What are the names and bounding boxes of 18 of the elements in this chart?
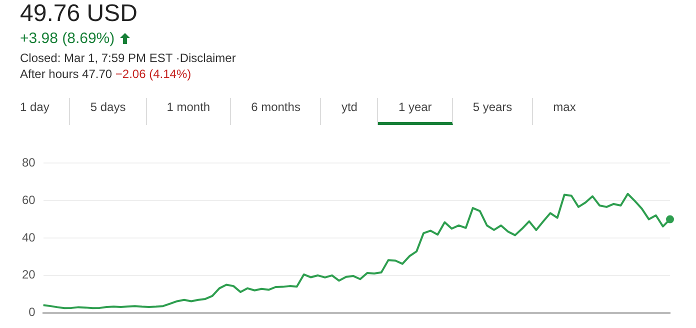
y-tick-label: 40 xyxy=(22,230,36,244)
text: −2.06 (4.14%) xyxy=(115,67,192,81)
text: 1 month xyxy=(146,98,232,125)
text: 5 years xyxy=(452,98,534,125)
text: 5 days xyxy=(70,98,147,125)
text: ytd xyxy=(321,98,378,125)
y-tick-label: 20 xyxy=(22,268,36,282)
text: max xyxy=(552,99,577,116)
text: After hours 47.70 xyxy=(20,67,114,81)
y-tick-label: 80 xyxy=(22,156,36,170)
text: 1 year xyxy=(378,98,453,125)
text: 6 months xyxy=(231,98,322,125)
y-tick-label: 0 xyxy=(28,305,36,320)
chart-title: 49.76 USD xyxy=(20,0,138,28)
y-tick-label: 60 xyxy=(22,192,36,207)
text: Closed: Mar 1, 7:59 PM EST ·Disclaimer xyxy=(20,51,236,65)
text: 1 day xyxy=(0,98,70,125)
chart-subtitle: +3.98 (8.69%) xyxy=(20,30,115,47)
